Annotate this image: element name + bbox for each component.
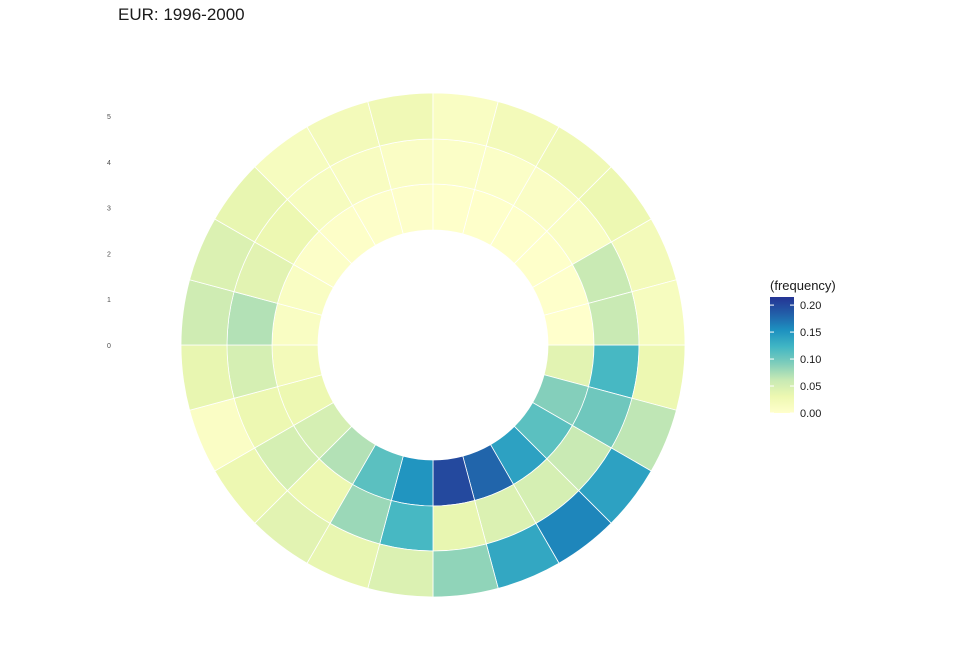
legend: (frequency) 0.00 0.05 0.10 0.15 0.20 — [770, 278, 836, 420]
radial-axis: 0 1 2 3 4 5 — [107, 114, 111, 350]
radial-tick-label: 5 — [107, 114, 111, 121]
ring-2 — [226, 138, 640, 552]
heatmap-cell — [367, 92, 434, 147]
legend-tick-label: 0.20 — [800, 300, 821, 312]
legend-tick-label: 0.15 — [800, 327, 821, 339]
heatmap-cell — [180, 344, 235, 411]
heatmap-cell — [631, 279, 686, 346]
legend-gradient — [770, 297, 794, 413]
heatmap-cell — [432, 543, 499, 598]
radial-tick-label: 2 — [107, 251, 111, 258]
chart-title: EUR: 1996-2000 — [118, 5, 245, 24]
legend-tick-label: 0.00 — [800, 408, 821, 420]
radial-tick-label: 4 — [107, 160, 111, 167]
radial-tick-label: 0 — [107, 343, 111, 350]
legend-colorbar: 0.00 0.05 0.10 0.15 0.20 — [770, 297, 821, 420]
legend-tick-label: 0.10 — [800, 354, 821, 366]
legend-tick-label: 0.05 — [800, 381, 821, 393]
radial-tick-label: 3 — [107, 206, 111, 213]
polar-heatmap — [180, 92, 686, 598]
ring-3 — [180, 92, 686, 598]
legend-title: (frequency) — [770, 278, 836, 293]
ring-1 — [271, 183, 595, 507]
radial-tick-label: 1 — [107, 297, 111, 304]
